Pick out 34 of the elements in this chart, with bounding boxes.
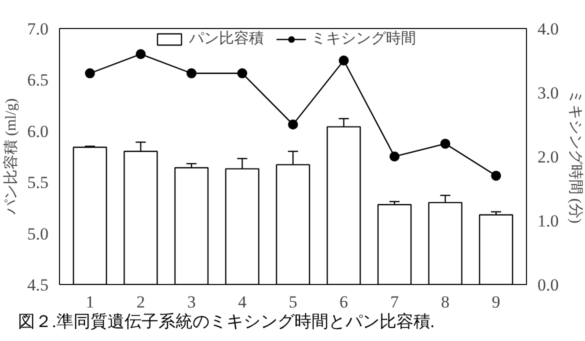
- point: [440, 138, 450, 149]
- caption: 図２.準同質遺伝子系統のミキシング時間とパン比容積.: [18, 311, 434, 333]
- y-tick-label: 4.5: [27, 276, 48, 294]
- y2-tick-label: 1.0: [538, 212, 559, 230]
- x-tick-label: 4: [238, 292, 247, 312]
- x-tick-label: 3: [187, 292, 196, 312]
- x-tick-label: 1: [86, 292, 94, 312]
- point: [186, 68, 196, 78]
- y2-axis-title: ミキシング時間 (分): [566, 90, 584, 224]
- y-axis-title: パン比容積 (ml/g): [2, 98, 20, 216]
- x-tick-label: 9: [492, 292, 500, 312]
- legend-label: ミキシング時間: [311, 30, 416, 48]
- y-tick-label: 5.5: [27, 173, 48, 192]
- point: [491, 170, 502, 181]
- x-tick-label: 8: [441, 292, 450, 312]
- y2-tick-label: 4.0: [538, 20, 559, 38]
- y-tick-label: 7.0: [27, 20, 48, 38]
- y2-tick-label: 2.0: [538, 148, 559, 166]
- x-tick-label: 5: [288, 292, 298, 312]
- y-tick-label: 6.0: [27, 122, 48, 141]
- y2-tick-label: 0.0: [538, 276, 559, 294]
- x-tick-label: 2: [136, 292, 145, 312]
- y-tick-label: 6.5: [27, 70, 48, 90]
- point: [338, 56, 349, 66]
- point: [237, 68, 248, 78]
- point: [288, 120, 298, 130]
- legend-label: パン比容積: [189, 29, 264, 48]
- y2-tick-label: 3.0: [538, 84, 559, 102]
- point: [84, 68, 95, 78]
- y-tick-label: 5.0: [27, 224, 48, 244]
- x-tick-label: 7: [390, 292, 400, 312]
- point: [136, 49, 146, 60]
- point: [390, 152, 400, 162]
- x-tick-label: 6: [340, 292, 348, 312]
